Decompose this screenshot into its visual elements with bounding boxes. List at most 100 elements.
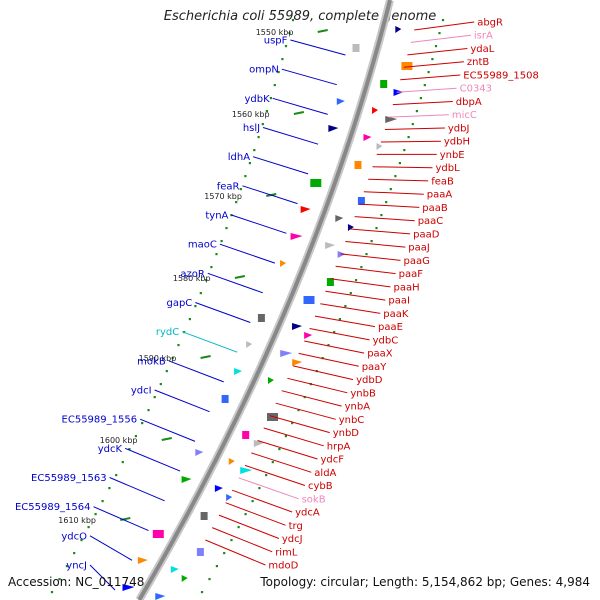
leader-line [93,506,149,532]
gene-label-paay[interactable]: paaY [362,362,388,373]
gene-label-yncj[interactable]: yncJ [66,561,87,572]
scale-dot [278,448,281,451]
gene-label-ynba[interactable]: ynbA [345,402,371,413]
gene-label-paah[interactable]: paaH [394,282,420,293]
gene-label-ydbd[interactable]: ydbD [356,375,383,386]
gene-arrow [253,440,264,447]
gene-label-abgr[interactable]: abgR [477,18,503,29]
leader-line [182,331,238,353]
gene-label-paax[interactable]: paaX [367,349,393,360]
gene-label-paak[interactable]: paaK [383,309,409,320]
gene-label-azor[interactable]: azoR [180,269,204,280]
gene-label-ydco[interactable]: ydcO [61,531,87,542]
gene-label-ydbc[interactable]: ydbC [373,335,399,346]
gene-label-paad[interactable]: paaD [413,229,440,240]
gene-label-ydci[interactable]: ydcI [131,386,152,397]
gene-label-hslj[interactable]: hslJ [243,123,260,134]
gene-label-ydcj[interactable]: ydcJ [282,534,303,545]
gene-label-mdod[interactable]: mdoD [268,561,298,572]
gene-label-riml[interactable]: rimL [275,547,298,558]
gene-label-ec55989-1563[interactable]: EC55989_1563 [31,473,107,484]
leader-line [388,114,449,118]
gene-label-ec55989-1556[interactable]: EC55989_1556 [62,415,138,426]
ruler-tick [200,355,211,359]
scale-dot [284,45,288,48]
leader-line [154,389,210,413]
gene-arrow [290,233,303,240]
gene-label-ydbh[interactable]: ydbH [444,137,470,148]
gene-label-dbpa[interactable]: dbpA [456,97,482,108]
gene-label-ydck[interactable]: ydcK [98,444,123,455]
gene-label-ydbk[interactable]: ydbK [245,94,271,105]
gene-label-ec55989-1508[interactable]: EC55989_1508 [463,71,539,82]
gene-label-ynbd[interactable]: ynbD [333,428,360,439]
scale-dot [407,136,410,139]
leader-line [89,564,116,591]
gene-label-feab[interactable]: feaB [431,176,454,187]
leader-line [139,418,196,442]
gene-arrow [292,359,303,366]
scale-dot [281,58,284,61]
gene-label-paaf[interactable]: paaF [399,269,424,280]
scale-dot [355,279,358,282]
gene-label-sokb[interactable]: sokB [302,494,326,505]
scale-dot [248,162,251,165]
gene-label-paai[interactable]: paaI [388,296,410,307]
scale-dot [223,552,226,555]
gene-label-alda[interactable]: aldA [314,468,336,479]
scale-dot [108,487,111,490]
leader-line [309,328,370,341]
gene-label-ydcf[interactable]: ydcF [321,455,345,466]
gene-label-ynbe[interactable]: ynbE [440,150,465,161]
gene-label-paaa[interactable]: paaA [427,190,453,201]
gene-label-gapc[interactable]: gapC [166,298,192,309]
leader-line [325,290,386,301]
leader-line [359,203,420,208]
gene-label-zntb[interactable]: zntB [467,57,490,68]
gene-label-ydbj[interactable]: ydbJ [448,124,470,135]
scale-dot [230,539,233,542]
leader-line [304,340,365,354]
gene-label-paag[interactable]: paaG [404,256,430,267]
gene-label-mokb[interactable]: mokB [137,356,166,367]
scale-dot [134,435,137,438]
scale-dot [265,474,268,477]
gene-label-fear[interactable]: feaR [217,181,240,192]
gene-label-ompn[interactable]: ompN [249,65,279,76]
scale-dot [215,253,218,256]
gene-label-trg[interactable]: trg [289,521,303,532]
leader-line [218,514,280,539]
gene-label-paae[interactable]: paaE [378,322,403,333]
gene-label-uspf[interactable]: uspF [264,36,288,47]
leader-line [195,302,251,323]
accession-text: Accession: NC_011748 [8,575,145,589]
scale-dot [389,188,392,191]
gene-label-ydca[interactable]: ydcA [295,508,320,519]
gene-label-ynbb[interactable]: ynbB [350,388,376,399]
gene-label-ydbl[interactable]: ydbL [436,163,461,174]
gene-label-cybb[interactable]: cybB [308,481,333,492]
ruler-label: 1580 kbp [173,274,211,283]
gene-arrow [240,467,253,474]
gene-block [357,197,365,205]
gene-arrow [304,332,313,339]
gene-label-maoc[interactable]: maoC [188,240,217,251]
scale-dot [338,318,341,321]
gene-label-ynbc[interactable]: ynbC [339,415,365,426]
gene-label-paaj[interactable]: paaJ [408,243,430,254]
gene-label-ec55989-1564[interactable]: EC55989_1564 [15,502,91,513]
gene-label-c0343[interactable]: C0343 [460,84,492,95]
gene-arrow [376,143,383,150]
gene-label-micc[interactable]: micC [452,110,477,121]
gene-label-rydc[interactable]: rydC [156,327,179,338]
gene-label-hrpa[interactable]: hrpA [327,441,351,452]
gene-label-ldha[interactable]: ldhA [228,152,250,163]
gene-label-isra[interactable]: isrA [474,31,493,42]
gene-label-ydal[interactable]: ydaL [470,44,494,55]
gene-arrow [395,26,402,33]
gene-arrow [328,125,339,132]
gene-label-paac[interactable]: paaC [418,216,444,227]
gene-label-tyna[interactable]: tynA [205,211,228,222]
gene-label-paab[interactable]: paaB [422,203,448,214]
